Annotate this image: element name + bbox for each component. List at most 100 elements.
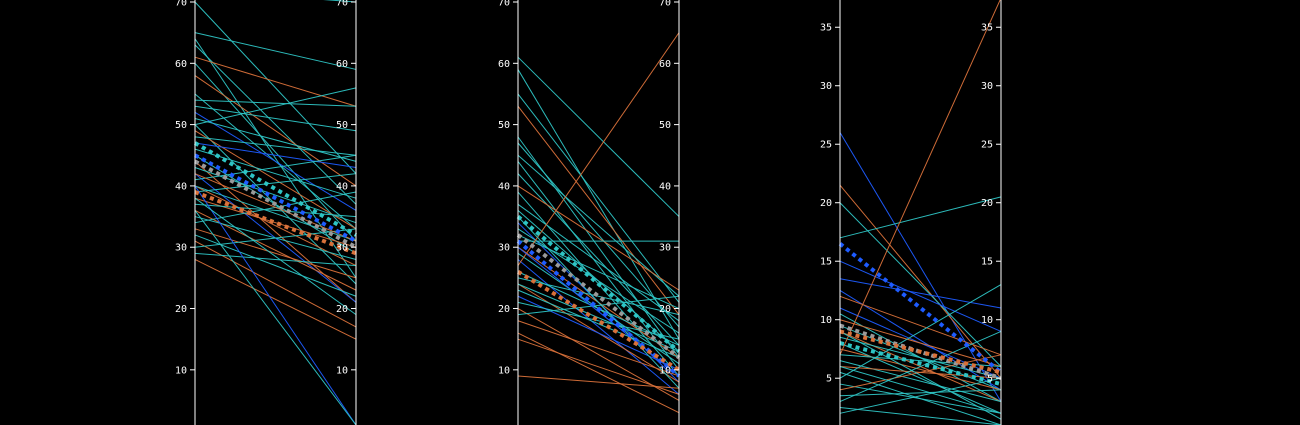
- data-line-orange: [839, 184, 1002, 379]
- data-line-teal: [194, 252, 357, 267]
- data-line-teal: [839, 342, 1002, 414]
- tick-label: 20: [820, 198, 832, 209]
- data-line-teal: [517, 203, 680, 322]
- data-line-teal: [839, 284, 1002, 379]
- panel-2: 10 20 30 40 50 60 70 10 20 30 40 50 60 70: [498, 0, 681, 425]
- tick-label: 50: [336, 120, 348, 131]
- tick-label: 30: [981, 81, 993, 92]
- axis-right: 10 20 30 40 50 60 70: [659, 0, 680, 425]
- tick-label: 10: [336, 365, 348, 376]
- chart-panels: 10 20 30 40 50 60 70 10 20 30 40 50 60 70 10 20 30 40 50 60…: [175, 0, 1003, 425]
- data-line-teal: [194, 105, 357, 132]
- data-line-teal: [194, 203, 357, 218]
- data-line-teal: [517, 289, 680, 359]
- data-line-orange: [839, 0, 1001, 356]
- data-line-teal: [194, 173, 357, 193]
- data-line-teal: [839, 336, 1002, 379]
- data-line-teal: [517, 69, 680, 340]
- tick-label: 60: [336, 59, 348, 70]
- tick-label: 35: [820, 23, 832, 34]
- tick-label: 20: [498, 304, 510, 315]
- mean-line-blue: [194, 153, 357, 243]
- mean-line-blue: [516, 239, 681, 378]
- data-line-orange: [517, 185, 680, 291]
- data-line-blue: [517, 259, 680, 395]
- tick-label: 20: [659, 304, 671, 315]
- data-line-orange: [839, 319, 1002, 367]
- data-line-teal: [517, 301, 680, 340]
- data-line-teal: [194, 99, 357, 107]
- tick-label: 30: [498, 243, 510, 254]
- tick-label: 10: [659, 365, 671, 376]
- tick-label: 25: [820, 140, 832, 151]
- data-line-orange: [194, 259, 357, 340]
- data-line-teal: [517, 161, 680, 371]
- data-line-orange: [194, 173, 357, 242]
- axis-left: 10 20 30 40 50 60 70: [498, 0, 519, 425]
- tick-label: 70: [498, 0, 510, 9]
- mean-line-grey: [194, 159, 357, 249]
- data-line-teal: [839, 360, 1002, 403]
- tick-label: 50: [498, 120, 510, 131]
- data-line-orange: [517, 338, 680, 395]
- data-line-teal: [839, 196, 1002, 239]
- data-line-teal: [839, 366, 1002, 414]
- data-line-teal: [194, 32, 357, 70]
- tick-label: 40: [175, 181, 187, 192]
- tick-label: 60: [175, 59, 187, 70]
- data-line-teal: [517, 277, 680, 316]
- tick-label: 40: [659, 181, 671, 192]
- axis-right: 10 20 30 40 50 60 70: [336, 0, 357, 425]
- data-line-orange: [517, 32, 680, 266]
- data-line-teal: [517, 283, 680, 352]
- data-line-orange: [517, 375, 680, 389]
- data-line-teal: [839, 377, 1002, 414]
- tick-label: 40: [498, 181, 510, 192]
- data-line-teal: [194, 154, 357, 181]
- series-lines: [839, 0, 1002, 425]
- data-line-blue: [839, 290, 1002, 391]
- data-line-teal: [194, 87, 357, 126]
- data-line-orange: [194, 75, 357, 187]
- data-line-blue: [194, 111, 357, 211]
- data-line-blue: [194, 142, 357, 169]
- mean-line-grey: [516, 233, 681, 360]
- tick-label: 25: [981, 140, 993, 151]
- data-line-teal: [194, 117, 357, 162]
- tick-label: 20: [336, 304, 348, 315]
- tick-label: 10: [498, 365, 510, 376]
- data-line-orange: [839, 354, 1002, 391]
- data-line-teal: [194, 228, 357, 248]
- tick-label: 60: [498, 59, 510, 70]
- tick-label: 5: [826, 374, 832, 385]
- data-line-teal: [839, 202, 1002, 367]
- panel-1: 10 20 30 40 50 60 70 10 20 30 40 50 60 70: [175, 0, 357, 425]
- tick-label: 30: [820, 81, 832, 92]
- tick-label: 70: [336, 0, 348, 9]
- series-lines: [194, 0, 357, 425]
- data-line-orange: [517, 332, 680, 414]
- tick-label: 40: [336, 181, 348, 192]
- tick-label: 35: [981, 23, 993, 34]
- data-line-teal: [839, 383, 1002, 414]
- data-line-teal: [194, 44, 357, 205]
- data-line-teal: [194, 148, 357, 199]
- data-line-teal: [517, 154, 680, 297]
- axis-left: 5 10 15 20 25 30 35: [820, 0, 841, 425]
- tick-label: 30: [175, 243, 187, 254]
- mean-line-teal: [839, 341, 1002, 386]
- data-line-teal: [194, 234, 357, 297]
- tick-label: 15: [820, 257, 832, 268]
- data-line-teal: [194, 62, 357, 242]
- tick-label: 10: [820, 315, 832, 326]
- data-line-blue: [517, 246, 680, 377]
- data-line-teal: [194, 136, 357, 156]
- data-line-teal: [194, 210, 357, 425]
- tick-label: 60: [659, 59, 671, 70]
- data-line-teal: [517, 216, 680, 389]
- data-line-teal: [517, 56, 680, 217]
- data-line-teal: [517, 295, 680, 316]
- data-line-teal: [194, 38, 357, 279]
- data-line-blue: [194, 185, 357, 425]
